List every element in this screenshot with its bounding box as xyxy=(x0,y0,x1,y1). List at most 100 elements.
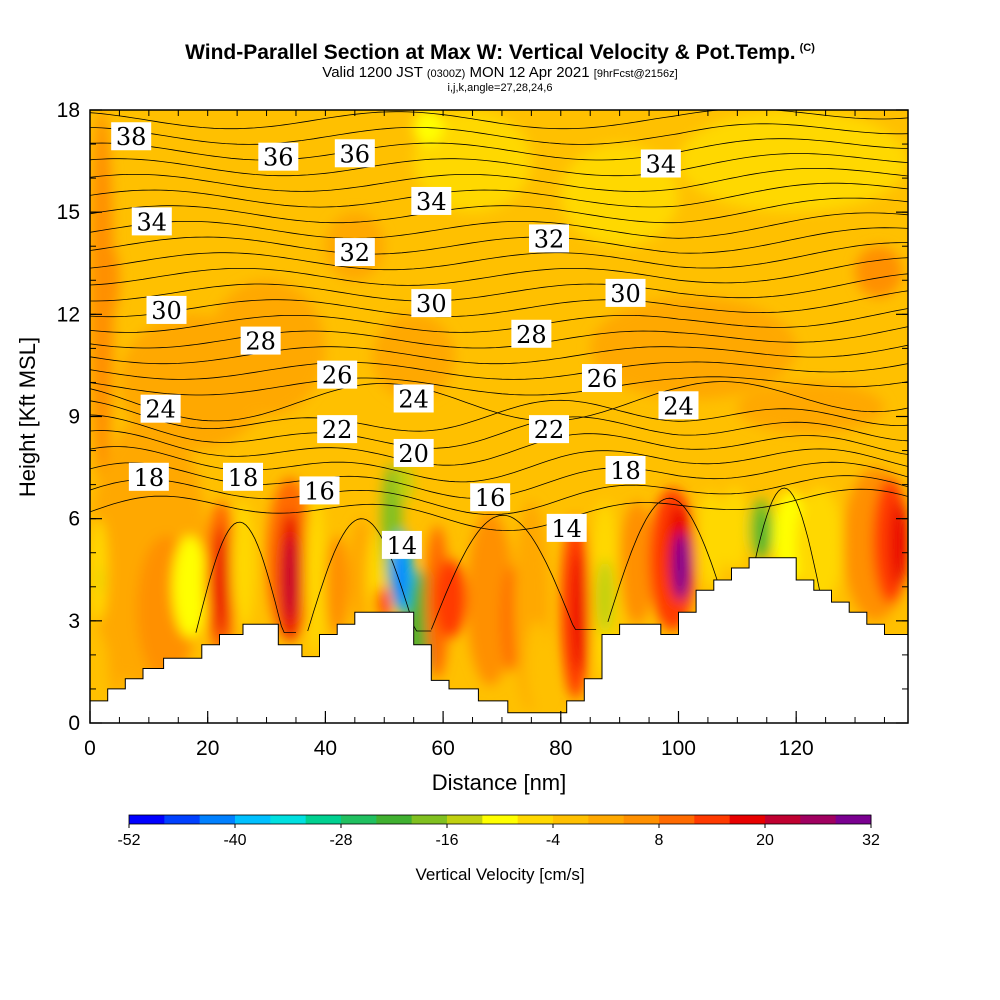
theta-contour-line xyxy=(90,326,908,349)
theta-contour-label: 34 xyxy=(411,186,452,216)
velocity-cell xyxy=(434,559,467,638)
svg-text:28: 28 xyxy=(516,321,547,349)
colorbar-swatch xyxy=(341,815,377,824)
y-tick-label: 12 xyxy=(57,303,80,326)
colorbar-swatch xyxy=(376,815,413,824)
theta-contour-label: 32 xyxy=(334,238,375,267)
velocity-cell xyxy=(90,110,114,485)
theta-contour-label: 16 xyxy=(470,483,511,512)
theta-contour-label: 22 xyxy=(529,415,570,444)
velocity-cell xyxy=(413,110,532,213)
velocity-cell xyxy=(231,501,255,628)
svg-text:16: 16 xyxy=(304,477,335,505)
velocity-cell xyxy=(855,246,903,298)
colorbar-tick-label: -28 xyxy=(329,832,352,849)
svg-text:28: 28 xyxy=(245,328,276,356)
colorbar-swatch xyxy=(553,815,589,824)
copyright-mark: (C) xyxy=(799,42,815,54)
svg-text:16: 16 xyxy=(475,484,506,512)
theta-contour-line xyxy=(90,242,908,271)
velocity-cell xyxy=(107,586,126,696)
colorbar-swatch xyxy=(835,815,872,824)
velocity-cell xyxy=(213,525,229,638)
terrain-profile xyxy=(90,557,908,723)
svg-text:30: 30 xyxy=(610,280,641,308)
colorbar-tick-label: -40 xyxy=(223,832,246,849)
chart-indices: i,j,k,angle=27,28,24,6 xyxy=(447,82,553,94)
theta-contour-line xyxy=(90,273,908,302)
svg-text:24: 24 xyxy=(145,396,176,424)
colorbar-swatch xyxy=(517,815,554,824)
theta-contour-line xyxy=(90,414,908,449)
velocity-cell xyxy=(372,314,455,400)
plot-area: 38 36 36 34 34 34 32 32 30 30 30 28 28 26 26 24 24 24 22 22… xyxy=(90,110,908,723)
colorbar-swatch xyxy=(129,815,165,824)
theta-contour-line xyxy=(90,308,908,333)
svg-text:38: 38 xyxy=(116,123,147,151)
velocity-cell xyxy=(672,532,691,601)
theta-contour-line xyxy=(90,257,908,286)
colorbar-swatch xyxy=(800,815,837,824)
theta-contour-label: 14 xyxy=(546,513,587,543)
colorbar-swatch xyxy=(447,815,483,824)
theta-contour-labels: 38 36 36 34 34 34 32 32 30 30 30 28 28 26 26 24 24 24 22 22… xyxy=(111,122,699,560)
svg-text:30: 30 xyxy=(416,290,447,318)
theta-contour-line xyxy=(90,212,908,239)
colorbar-swatch xyxy=(588,815,625,824)
svg-text:30: 30 xyxy=(151,297,182,325)
colorbar-swatch xyxy=(199,815,236,824)
svg-text:26: 26 xyxy=(322,362,353,390)
x-tick-label: 0 xyxy=(84,737,96,760)
velocity-cell xyxy=(413,110,444,145)
colorbar-tick-label: 8 xyxy=(655,832,664,849)
theta-contour-line xyxy=(90,381,908,422)
svg-text:36: 36 xyxy=(263,144,294,172)
theta-contour-label: 22 xyxy=(317,415,358,444)
velocity-cell xyxy=(796,488,844,604)
theta-contour-line xyxy=(430,514,597,630)
vertical-velocity-field xyxy=(90,110,908,710)
velocity-cell xyxy=(98,566,102,594)
theta-contour-label: 36 xyxy=(334,139,375,168)
velocity-cell xyxy=(572,552,585,672)
colorbar-swatch xyxy=(694,815,731,824)
x-tick-label: 120 xyxy=(779,737,814,760)
velocity-cell xyxy=(619,501,655,625)
colorbar-tick-label: -52 xyxy=(117,832,140,849)
svg-text:24: 24 xyxy=(398,385,429,413)
colorbar-tick-label: -4 xyxy=(546,832,560,849)
theta-contour-line xyxy=(90,182,908,208)
x-tick-label: 60 xyxy=(431,737,454,760)
theta-contour-line xyxy=(90,290,908,318)
theta-contour-line xyxy=(90,399,908,432)
theta-contour-label: 16 xyxy=(299,476,340,505)
x-axis: 0 20 40 60 80 100 120 xyxy=(84,110,885,760)
svg-text:18: 18 xyxy=(610,457,641,485)
theta-contour-line xyxy=(90,430,908,466)
svg-text:34: 34 xyxy=(137,208,168,236)
theta-contour-label: 14 xyxy=(381,530,422,560)
theta-contour-line xyxy=(90,475,908,516)
svg-text:32: 32 xyxy=(534,225,565,253)
colorbar-tick-label: 32 xyxy=(862,832,880,849)
chart-header: Wind-Parallel Section at Max W: Vertical… xyxy=(0,36,1000,95)
svg-text:36: 36 xyxy=(340,140,371,168)
colorbar-swatch xyxy=(305,815,342,824)
y-tick-label: 15 xyxy=(57,201,80,224)
theta-contour-label: 30 xyxy=(605,278,646,308)
svg-text:22: 22 xyxy=(322,416,353,444)
velocity-cell xyxy=(172,535,208,638)
svg-text:22: 22 xyxy=(534,416,565,444)
velocity-cell xyxy=(90,518,108,621)
svg-text:34: 34 xyxy=(416,188,447,216)
colorbar-swatch xyxy=(164,815,201,824)
velocity-cell xyxy=(466,511,514,686)
velocity-cell xyxy=(696,491,726,587)
theta-contour-label: 18 xyxy=(223,462,264,492)
velocity-cell xyxy=(596,559,614,635)
velocity-cell xyxy=(525,620,550,710)
theta-contour-line xyxy=(90,168,908,192)
velocity-cell xyxy=(890,501,908,587)
svg-text:32: 32 xyxy=(340,239,371,267)
